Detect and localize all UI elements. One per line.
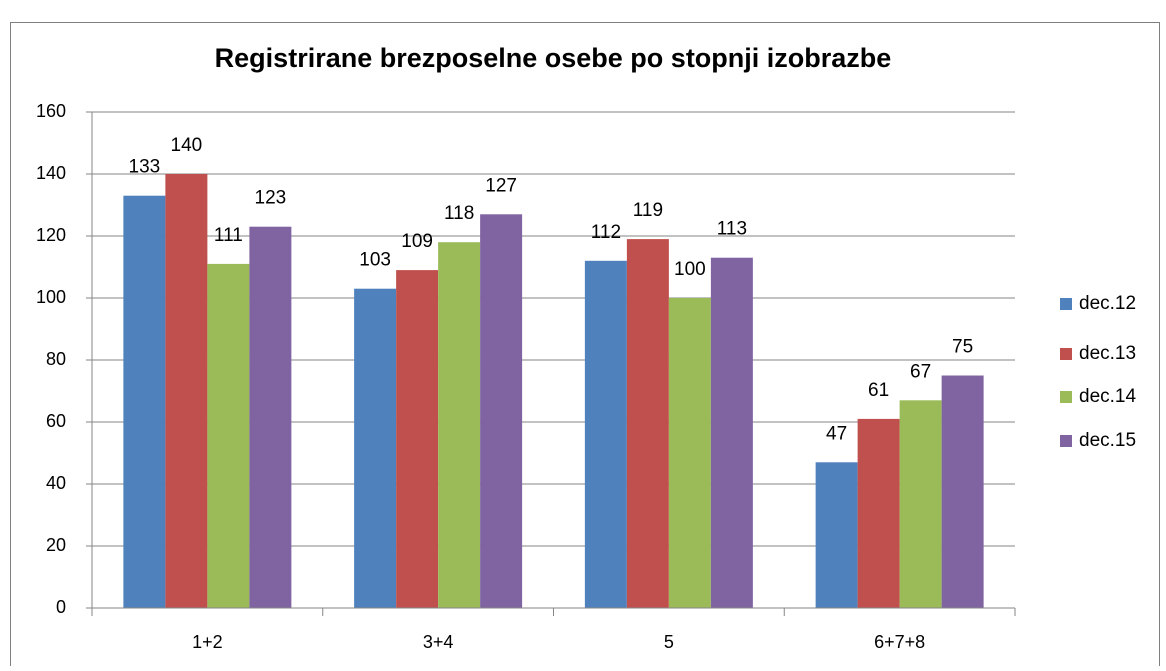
bar	[207, 263, 250, 608]
legend-swatch	[1060, 298, 1072, 310]
data-label: 67	[910, 361, 931, 382]
bar	[480, 214, 523, 609]
y-tick-label: 40	[46, 473, 66, 493]
data-label: 103	[359, 250, 391, 271]
data-label: 47	[826, 423, 847, 444]
bar	[396, 270, 439, 608]
legend-label: dec.15	[1079, 430, 1136, 451]
data-label: 119	[633, 200, 663, 221]
data-label: 113	[717, 219, 747, 240]
bar	[668, 298, 711, 608]
bar	[123, 195, 166, 608]
legend-label: dec.14	[1079, 386, 1136, 407]
bar	[354, 288, 397, 608]
y-tick-label: 160	[36, 101, 66, 121]
y-tick-label: 120	[36, 225, 66, 245]
bar	[165, 174, 208, 608]
legend-label: dec.13	[1079, 343, 1136, 364]
y-tick-label: 140	[36, 163, 66, 183]
bar	[857, 418, 900, 608]
x-tick-label: 6+7+8	[874, 632, 925, 652]
data-label: 75	[952, 337, 973, 358]
bar	[941, 375, 984, 608]
data-label: 109	[401, 231, 433, 252]
bar	[438, 242, 481, 608]
data-label: 111	[214, 225, 243, 246]
bar	[710, 257, 753, 608]
bar	[815, 462, 858, 608]
y-tick-label: 60	[46, 411, 66, 431]
data-label: 140	[171, 135, 203, 156]
y-tick-label: 20	[46, 535, 66, 555]
y-tick-label: 80	[46, 349, 66, 369]
legend-swatch	[1060, 348, 1072, 360]
data-label: 112	[591, 222, 621, 243]
bar	[249, 226, 292, 608]
data-label: 133	[129, 157, 161, 178]
bar	[584, 260, 627, 608]
chart-title: Registrirane brezposelne osebe po stopnj…	[215, 43, 892, 73]
bar	[626, 239, 669, 608]
legend-label: dec.12	[1079, 293, 1136, 314]
legend-swatch	[1060, 391, 1072, 403]
data-label: 127	[485, 175, 517, 196]
y-tick-label: 100	[36, 287, 66, 307]
data-label: 118	[444, 203, 474, 224]
x-tick-label: 5	[664, 632, 674, 652]
y-tick-label: 0	[56, 597, 66, 617]
bar	[899, 400, 942, 608]
data-label: 61	[868, 380, 889, 401]
x-tick-label: 3+4	[423, 632, 454, 652]
x-tick-label: 1+2	[192, 632, 223, 652]
data-label: 100	[674, 259, 706, 280]
legend-swatch	[1060, 435, 1072, 447]
data-label: 123	[255, 188, 287, 209]
